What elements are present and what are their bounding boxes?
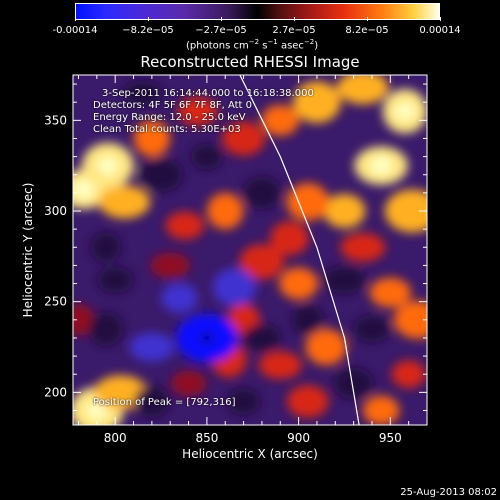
negative-blob bbox=[97, 267, 133, 293]
axes: 800 850 900 950 200 250 300 350 bbox=[44, 75, 428, 445]
x-axis-label: Heliocentric X (arcsec) bbox=[182, 447, 318, 461]
emission-blob bbox=[133, 120, 171, 157]
algorithm-counts-label: Clean Total counts: 5.30E+03 bbox=[93, 124, 241, 135]
emission-blob bbox=[384, 189, 427, 233]
colorbar-tick bbox=[367, 17, 368, 21]
negative-blob bbox=[353, 315, 391, 343]
y-tick-label: 300 bbox=[44, 204, 67, 218]
colorbar-units: (photons cm−2 s−1 asec−2) bbox=[186, 38, 319, 52]
emission-blob bbox=[150, 252, 191, 279]
time-range-label: 3-Sep-2011 16:14:44.000 to 16:18:38.000 bbox=[102, 88, 314, 99]
colorbar-tick-label: -0.00014 bbox=[52, 25, 98, 36]
emission-blob bbox=[293, 81, 341, 124]
emission-blob bbox=[305, 328, 347, 366]
colorbar bbox=[75, 3, 440, 20]
negative-blob bbox=[212, 268, 256, 307]
emission-blob bbox=[270, 221, 309, 256]
emission-blob bbox=[177, 96, 218, 126]
emission-blob bbox=[286, 183, 330, 221]
detectors-label: Detectors: 4F 5F 6F 7F 8F, Att 0 bbox=[93, 100, 253, 111]
emission-blob bbox=[206, 192, 244, 230]
emission-core bbox=[370, 156, 392, 176]
colorbar-tick bbox=[440, 17, 441, 21]
emission-blob bbox=[94, 375, 148, 410]
negative-blob bbox=[292, 304, 324, 336]
negative-blob bbox=[191, 143, 223, 170]
emission-blob bbox=[222, 121, 266, 156]
solar-limb-line bbox=[239, 75, 360, 425]
negative-core bbox=[201, 332, 212, 343]
negative-blob bbox=[227, 388, 260, 415]
y-tick-label: 250 bbox=[44, 295, 67, 309]
emission-blob bbox=[369, 277, 412, 308]
colorbar-tick bbox=[75, 17, 76, 21]
colorbar-tick bbox=[221, 17, 222, 21]
x-tick-label: 950 bbox=[379, 431, 402, 445]
y-tick-label: 350 bbox=[44, 113, 67, 127]
emission-blob bbox=[170, 370, 207, 397]
negative-blob bbox=[242, 324, 282, 352]
colorbar-tick bbox=[148, 17, 149, 21]
y-axis-label: Heliocentric Y (arcsec) bbox=[21, 183, 35, 318]
y-tick-label: 200 bbox=[44, 385, 67, 399]
x-tick-label: 850 bbox=[195, 431, 218, 445]
negative-blob bbox=[134, 385, 170, 418]
colorbar-tick-label: 0.00014 bbox=[419, 25, 461, 36]
x-tick-label: 800 bbox=[104, 431, 127, 445]
emission-blob bbox=[393, 300, 427, 339]
energy-range-label: Energy Range: 12.0 - 25.0 keV bbox=[93, 112, 246, 123]
plot-frame bbox=[72, 74, 428, 426]
emission-blob bbox=[165, 211, 205, 240]
emission-core bbox=[73, 179, 96, 200]
colorbar-tick-label: −8.2e−05 bbox=[122, 25, 174, 36]
emission-blob bbox=[261, 104, 300, 136]
negative-blob bbox=[123, 80, 162, 106]
negative-blob bbox=[322, 266, 367, 294]
emission-core bbox=[97, 156, 119, 176]
peak-position-label: Position of Peak = [792,316] bbox=[93, 397, 236, 408]
emission-blob bbox=[287, 385, 329, 418]
colorbar-tick bbox=[294, 17, 295, 21]
emission-blob bbox=[239, 244, 285, 280]
emission-blob bbox=[323, 193, 366, 229]
negative-blob bbox=[161, 283, 198, 313]
emission-blob bbox=[340, 232, 386, 262]
emission-core bbox=[394, 102, 416, 121]
negative-blob bbox=[243, 176, 281, 210]
emission-blob bbox=[279, 267, 319, 300]
chart-title: Reconstructed RHESSI Image bbox=[140, 53, 360, 71]
x-tick-label: 900 bbox=[287, 431, 310, 445]
emission-blob bbox=[98, 185, 151, 219]
emission-blob bbox=[391, 360, 426, 389]
emission-blob bbox=[258, 351, 302, 380]
colorbar-tick-label: 8.2e−05 bbox=[345, 25, 389, 36]
negative-blob bbox=[89, 311, 123, 346]
emission-blob bbox=[337, 75, 389, 105]
emission-blob bbox=[362, 395, 400, 425]
timestamp-footer: 25-Aug-2013 08:02 bbox=[400, 487, 497, 498]
heatmap-blobs bbox=[73, 75, 427, 425]
negative-blob bbox=[129, 332, 175, 362]
negative-blob bbox=[139, 157, 183, 192]
colorbar-tick-label: −2.7e−05 bbox=[195, 25, 247, 36]
negative-blob bbox=[333, 367, 374, 399]
emission-blob bbox=[73, 304, 95, 336]
emission-core bbox=[86, 400, 108, 421]
colorbar-tick-label: 2.7e−05 bbox=[272, 25, 316, 36]
negative-blob bbox=[91, 232, 121, 263]
